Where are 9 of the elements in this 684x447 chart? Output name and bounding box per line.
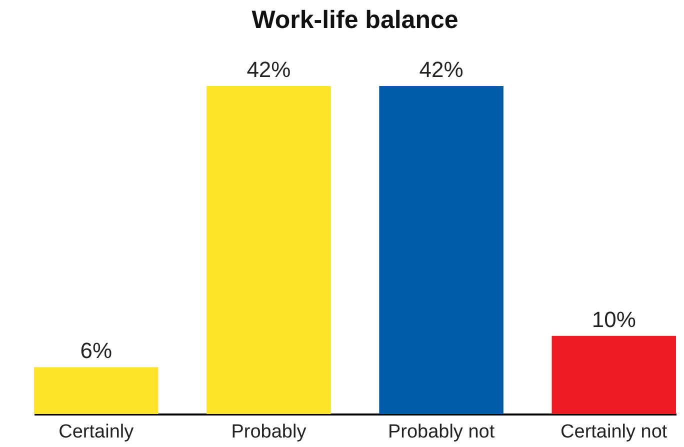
data-label: 10% xyxy=(592,306,636,332)
x-tick-label: Certainly not xyxy=(560,422,668,442)
data-label: 42% xyxy=(246,57,291,82)
x-tick-label: Certainly xyxy=(58,422,134,442)
data-label: 42% xyxy=(419,57,464,82)
x-tick-label: Probably xyxy=(231,422,307,442)
data-label: 6% xyxy=(80,338,112,364)
chart-title: Work-life balance xyxy=(252,6,458,34)
x-tick-label: Probably not xyxy=(388,422,496,442)
